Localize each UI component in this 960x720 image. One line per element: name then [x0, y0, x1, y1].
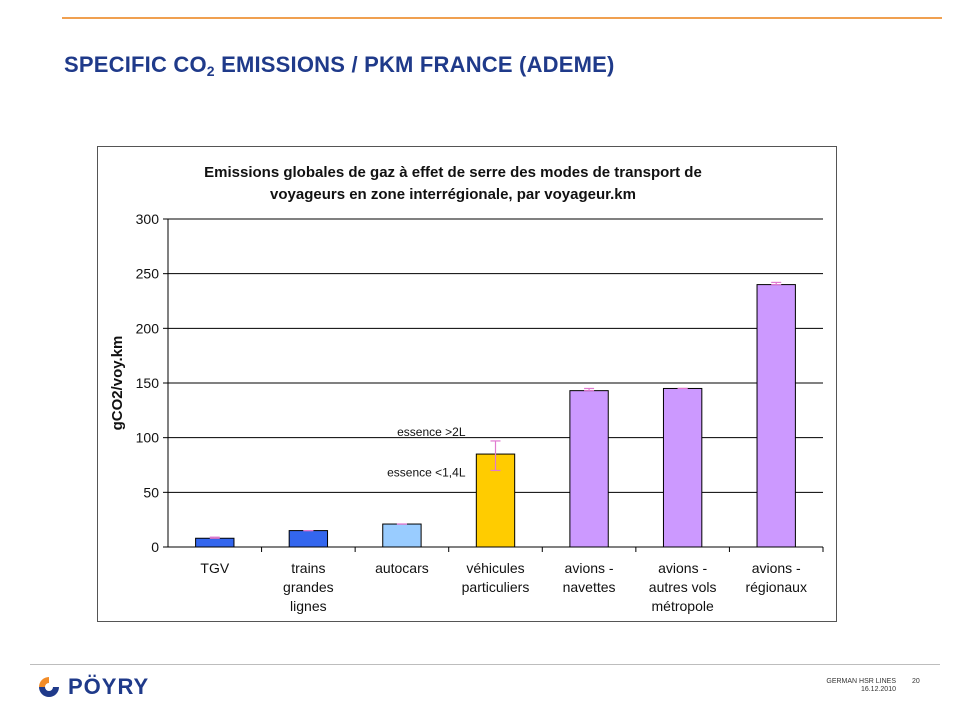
x-tick-label-1: lignes	[290, 598, 327, 614]
poyry-logo: PÖYRY	[36, 674, 149, 700]
x-tick-label-4: avions -	[565, 560, 614, 576]
x-tick-label-5: avions -	[658, 560, 707, 576]
chart-frame: Emissions globales de gaz à effet de ser…	[97, 146, 837, 622]
x-tick-label-3: véhicules	[466, 560, 524, 576]
title-subscript: 2	[206, 63, 215, 79]
y-tick-label: 0	[151, 539, 159, 555]
x-tick-label-4: navettes	[563, 579, 616, 595]
footer-project: GERMAN HSR LINES	[826, 678, 896, 685]
page-number: 20	[912, 678, 920, 685]
page-title: SPECIFIC CO2 EMISSIONS / PKM FRANCE (ADE…	[64, 52, 615, 79]
chart-title-line1: Emissions globales de gaz à effet de ser…	[204, 164, 702, 181]
x-tick-label-5: métropole	[652, 598, 714, 614]
annotation-0: essence >2L	[397, 425, 466, 439]
logo-text: PÖYRY	[68, 674, 150, 699]
bar-chart: Emissions globales de gaz à effet de ser…	[109, 164, 824, 614]
x-tick-label-1: grandes	[283, 579, 334, 595]
bottom-divider-line	[30, 664, 940, 665]
y-tick-label: 50	[143, 484, 159, 500]
x-tick-label-5: autres vols	[649, 579, 717, 595]
footer-info: GERMAN HSR LINES 16.12.2010	[800, 678, 896, 694]
x-tick-label-3: particuliers	[462, 579, 530, 595]
x-tick-label-2: autocars	[375, 560, 429, 576]
bar-6	[756, 284, 796, 548]
y-tick-label: 200	[136, 320, 160, 336]
x-tick-label-6: régionaux	[745, 579, 807, 595]
y-tick-label: 150	[136, 375, 160, 391]
bar-2	[382, 523, 422, 548]
footer-date: 16.12.2010	[860, 686, 896, 693]
x-tick-label-6: avions -	[752, 560, 801, 576]
y-tick-label: 300	[136, 211, 160, 227]
y-tick-label: 250	[136, 266, 160, 282]
bar-0	[195, 537, 235, 548]
top-divider-line	[62, 17, 942, 19]
x-tick-label-0: TGV	[200, 560, 229, 576]
y-tick-label: 100	[136, 430, 160, 446]
annotation-1: essence <1,4L	[387, 466, 466, 480]
poyry-swirl-icon	[39, 677, 59, 697]
y-axis-label: gCO2/voy.km	[109, 336, 126, 431]
bar-4	[569, 390, 609, 548]
bar-5	[662, 387, 703, 548]
x-tick-label-1: trains	[291, 560, 325, 576]
bar-1	[288, 530, 329, 548]
chart-title-line2: voyageurs en zone interrégionale, par vo…	[270, 186, 636, 203]
